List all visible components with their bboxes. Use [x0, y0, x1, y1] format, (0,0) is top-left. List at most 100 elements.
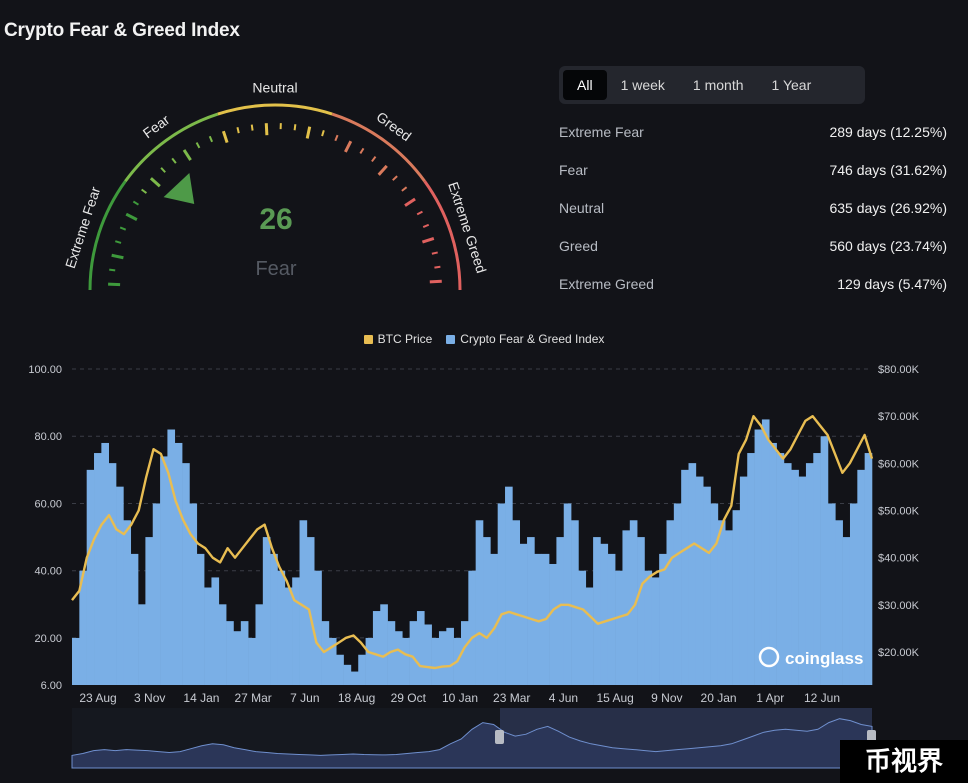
gauge-tick — [371, 156, 377, 163]
index-bar — [827, 503, 836, 685]
index-bar — [167, 429, 176, 685]
index-bar — [409, 621, 418, 685]
gauge-tick — [429, 279, 442, 284]
gauge-tick — [125, 212, 138, 221]
index-bar — [673, 503, 682, 685]
tab-1-week[interactable]: 1 week — [620, 77, 665, 93]
index-bar — [424, 624, 432, 685]
index-bar — [717, 520, 726, 685]
gauge-label: Extreme Greed — [445, 180, 490, 275]
index-bar — [637, 537, 645, 685]
index-bar — [226, 621, 234, 685]
index-bar — [475, 520, 484, 685]
index-bar — [710, 503, 719, 685]
index-bar — [262, 537, 271, 685]
index-bar — [328, 637, 337, 685]
index-bar — [468, 570, 476, 685]
index-bar — [651, 577, 660, 685]
tab-all[interactable]: All — [563, 70, 607, 100]
gauge-arc-segment — [217, 103, 333, 116]
gauge-tick — [149, 177, 161, 188]
gauge-classification: Fear — [255, 258, 297, 280]
stat-label: Extreme Fear — [559, 124, 644, 140]
index-bar — [438, 631, 447, 685]
gauge-label: Fear — [140, 111, 173, 141]
index-bar — [255, 604, 264, 685]
coinglass-logo-icon — [758, 646, 780, 668]
index-bar — [152, 503, 161, 685]
index-bar — [218, 604, 227, 685]
index-bar — [739, 476, 748, 685]
left-tick-label: 6.00 — [41, 680, 62, 692]
coinglass-logo: coinglass — [758, 646, 863, 668]
gauge-label: Extreme Fear — [62, 184, 104, 270]
index-bar — [343, 664, 352, 685]
index-bar — [431, 637, 440, 685]
x-tick-label: 7 Jun — [290, 691, 319, 705]
index-bar — [130, 553, 139, 685]
index-bar — [233, 631, 242, 685]
x-tick-label: 18 Aug — [338, 691, 375, 705]
index-bar — [534, 553, 543, 685]
index-bar — [732, 510, 741, 685]
tab-1-month[interactable]: 1 month — [692, 77, 744, 93]
index-bar — [820, 436, 829, 685]
gauge-value: 26 — [259, 203, 293, 236]
index-bar — [747, 453, 755, 685]
legend-item-fear-greed[interactable]: Crypto Fear & Greed Index — [446, 332, 604, 346]
index-bar — [321, 621, 330, 685]
gauge-tick — [305, 126, 312, 139]
gauge-label: Neutral — [252, 80, 297, 96]
legend-label: BTC Price — [377, 332, 433, 346]
left-axis-ticks: 100.00 80.00 60.00 40.00 20.00 6.00 — [28, 364, 62, 692]
index-bar — [284, 587, 293, 685]
index-bar — [204, 587, 212, 685]
right-axis-ticks: $80.00K $70.00K $60.00K $50.00K $40.00K $30.0… — [878, 364, 920, 659]
index-bar — [336, 654, 344, 685]
index-bar — [365, 637, 374, 685]
range-navigator[interactable] — [71, 708, 876, 769]
index-bar — [563, 503, 572, 685]
gauge-ticks — [108, 123, 442, 287]
index-bar — [549, 563, 557, 685]
index-bar — [145, 537, 154, 685]
left-tick-label: 80.00 — [34, 431, 62, 443]
stat-label: Neutral — [559, 200, 605, 216]
x-tick-label: 27 Mar — [234, 691, 271, 705]
index-bar — [556, 537, 565, 685]
right-tick-label: $60.00K — [878, 458, 920, 470]
index-bar — [703, 486, 711, 685]
tab-1-year[interactable]: 1 Year — [771, 77, 812, 93]
legend-item-btc-price[interactable]: BTC Price — [363, 332, 433, 346]
index-bar — [387, 621, 396, 685]
gauge-tick — [236, 127, 240, 134]
gauge-tick — [422, 223, 430, 229]
index-bar — [615, 570, 623, 685]
index-bar — [769, 442, 777, 685]
left-tick-label: 60.00 — [34, 498, 62, 510]
right-tick-label: $20.00K — [878, 647, 920, 659]
gauge-pointer-icon — [163, 172, 195, 204]
coinglass-logo-text: coinglass — [785, 649, 863, 668]
left-tick-label: 40.00 — [34, 566, 62, 578]
index-bar — [622, 530, 631, 685]
stat-row: Fear 746 days (31.62%) — [559, 156, 947, 194]
gauge-tick — [221, 130, 229, 144]
gauge-tick — [334, 134, 339, 142]
index-bar — [380, 604, 388, 685]
index-bar — [681, 469, 689, 685]
page-title: Crypto Fear & Greed Index — [4, 20, 240, 41]
index-bar — [725, 530, 733, 685]
index-bar — [138, 604, 146, 685]
index-bar — [776, 453, 785, 685]
gauge-tick — [421, 236, 435, 244]
stat-value: 746 days (31.62%) — [829, 162, 947, 178]
index-bar — [211, 577, 220, 685]
index-bar — [813, 453, 821, 685]
gauge-tick — [377, 164, 388, 176]
navigator-left-handle[interactable] — [495, 730, 504, 744]
index-bar — [497, 503, 506, 685]
stat-value: 635 days (26.92%) — [829, 200, 947, 216]
gauge-tick — [321, 130, 325, 137]
